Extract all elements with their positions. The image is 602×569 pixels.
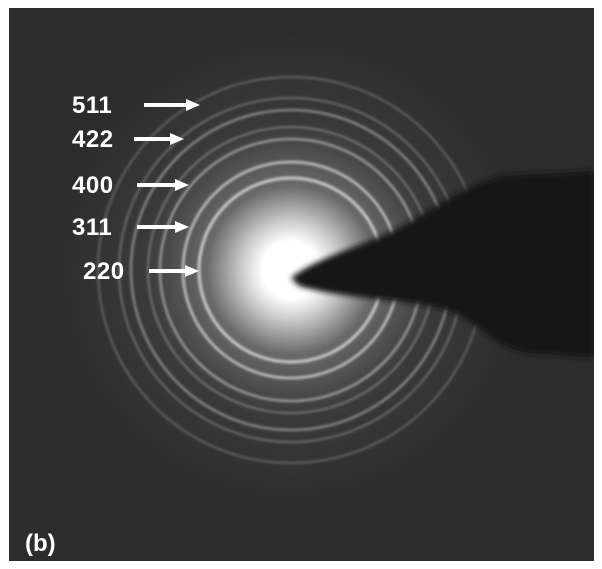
ring-label: 422: [72, 126, 114, 153]
arrow-icon: [149, 265, 199, 277]
arrow-icon: [137, 179, 189, 191]
beam-stop: [291, 171, 594, 358]
ring-label: 511: [72, 92, 113, 119]
diffraction-image: 511 422 400 311 220 (b): [9, 8, 594, 561]
arrow-icon: [134, 133, 184, 145]
arrow-icon: [137, 221, 189, 233]
ring-label: 311: [72, 214, 113, 241]
arrow-icon: [144, 99, 200, 111]
diffraction-pattern: [9, 8, 594, 561]
ring-label: 400: [72, 172, 114, 199]
ring-label: 220: [83, 258, 125, 285]
panel-label: (b): [25, 530, 56, 557]
